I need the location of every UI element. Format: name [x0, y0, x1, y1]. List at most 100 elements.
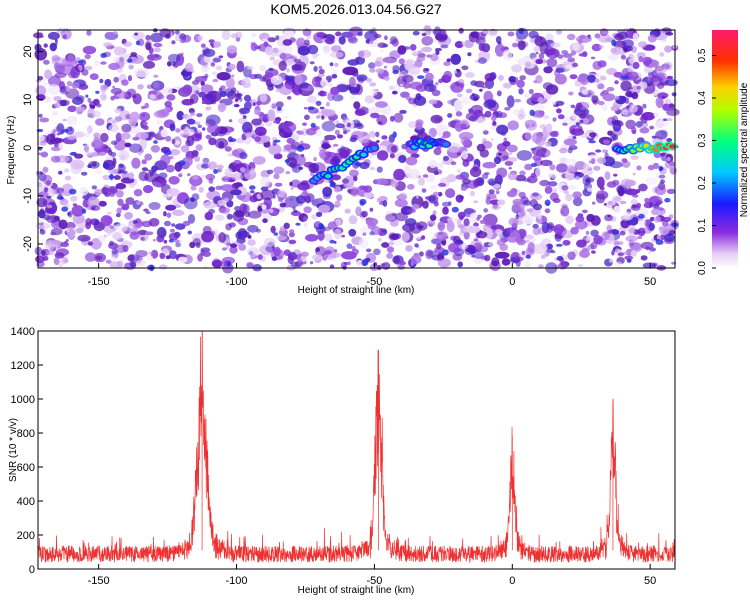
spectrogram-cell: [555, 243, 563, 247]
spectrogram-cell: [559, 147, 568, 154]
spectrogram-cell: [456, 168, 462, 174]
spectrogram-cell: [529, 109, 535, 117]
spectrogram-cell: [627, 87, 633, 90]
spectrogram-cell: [46, 215, 58, 224]
spectrogram-cell: [254, 73, 263, 79]
spectrogram-cell: [204, 211, 214, 221]
spectrogram-cell: [434, 247, 445, 254]
spectrogram-cell: [115, 190, 124, 198]
spectrogram-cell: [434, 117, 442, 122]
spectrogram-cell: [200, 84, 214, 94]
spectrogram-cell: [212, 57, 221, 63]
spectrogram-cell: [56, 133, 60, 136]
spectrogram-cell: [484, 72, 496, 82]
spectrogram-cell: [614, 261, 623, 268]
spectrogram-cell: [251, 118, 262, 126]
spectrogram-cell: [515, 174, 527, 182]
chart-title: KOM5.2026.013.04.56.G27: [270, 1, 441, 17]
spectrogram-cell: [593, 235, 603, 245]
spectrogram-cell: [165, 204, 177, 211]
spectrogram-cell: [283, 29, 295, 39]
spectrogram-cell: [133, 223, 142, 229]
spectrogram-cell: [614, 80, 619, 85]
snr-y-tick-label: 1400: [11, 326, 35, 338]
spectrogram-cell: [141, 105, 146, 110]
spectrogram-cell: [233, 104, 240, 108]
spectrogram-cell: [219, 102, 227, 110]
spectrogram-cell: [357, 131, 370, 144]
spectrogram-cell: [496, 124, 509, 135]
spectrogram-cell: [393, 255, 400, 264]
spectrogram-cell: [383, 65, 387, 69]
spectrogram-cell: [128, 116, 137, 127]
spectrogram-cell: [100, 215, 113, 227]
spectrogram-cell: [473, 178, 480, 188]
spectrogram-cell: [651, 208, 659, 216]
spectrogram-cell: [666, 138, 673, 143]
spectrogram-cell: [236, 90, 240, 94]
spectrogram-cell: [87, 241, 93, 246]
spectrogram-cell: [209, 43, 214, 46]
spectrogram-cell: [93, 132, 101, 139]
spectrogram-cell: [658, 174, 666, 179]
spectrogram-cell: [450, 235, 457, 241]
spectrogram-cell: [613, 173, 618, 177]
spectrogram-cell: [389, 115, 395, 122]
spectrogram-cell: [208, 39, 215, 44]
spectrogram-cell: [518, 191, 526, 199]
spectrogram-cell: [290, 261, 301, 268]
spectrogram-cell: [328, 81, 333, 88]
spectrogram-cell: [235, 93, 242, 101]
spectrogram-cell: [168, 238, 174, 243]
spectrogram-cell: [205, 134, 212, 140]
spectrogram-cell: [346, 122, 351, 128]
spectrogram-cell: [300, 251, 309, 257]
spectrogram-cell: [175, 128, 181, 133]
spectrogram-cell: [330, 145, 336, 149]
spectrogram-cell: [196, 113, 203, 118]
spectrogram-cell: [437, 221, 446, 231]
spectrogram-cell: [637, 218, 646, 227]
spectrogram-cell: [102, 162, 110, 169]
spectrogram-cell: [470, 80, 478, 86]
spectrogram-cell: [501, 258, 511, 266]
spectrogram-cell: [437, 182, 447, 187]
spectrogram-cell: [556, 163, 568, 173]
spectrogram-cell: [270, 75, 283, 86]
spectrogram-cell: [355, 56, 366, 65]
spectrogram-cell: [52, 129, 57, 134]
spectrogram-cell: [513, 256, 524, 262]
spectrogram-cell: [349, 86, 360, 95]
spectrogram-cell: [151, 165, 158, 173]
spectrogram-cell: [246, 262, 254, 269]
spectrogram-cell: [125, 197, 135, 205]
spectrogram-cell: [307, 44, 319, 55]
spectrogram-cell: [459, 195, 464, 200]
spectrogram-cell: [666, 188, 676, 195]
spectrogram-cell: [373, 248, 381, 256]
spectrogram-cell: [433, 191, 440, 196]
spectrogram-cell: [474, 245, 488, 253]
spectrogram-cell: [526, 234, 534, 240]
spectrogram-cell: [602, 149, 609, 153]
spectrogram-cell: [37, 76, 44, 81]
spectrogram-cell: [432, 210, 437, 216]
spectrogram-cell: [480, 225, 488, 230]
spectrogram-cell: [211, 71, 218, 76]
spectrogram-cell: [268, 144, 282, 156]
spectrogram-cell: [207, 161, 218, 170]
spectrogram-cell: [109, 261, 122, 269]
spectrogram-cell: [374, 60, 382, 67]
spectrogram-cell: [380, 263, 386, 267]
spectrogram-cell: [430, 53, 439, 62]
spectrogram-cell: [169, 228, 175, 233]
spectrogram-cell: [435, 47, 442, 52]
spectrogram-cell: [145, 211, 151, 214]
spectrogram-cell: [294, 74, 303, 86]
spectrogram-cell: [320, 78, 329, 88]
spectrogram-cell: [390, 145, 398, 153]
spectrogram-cell: [110, 95, 115, 101]
spectrogram-cell: [173, 136, 181, 141]
spectrogram-cell: [330, 51, 344, 58]
spectrogram-cell: [415, 235, 421, 240]
